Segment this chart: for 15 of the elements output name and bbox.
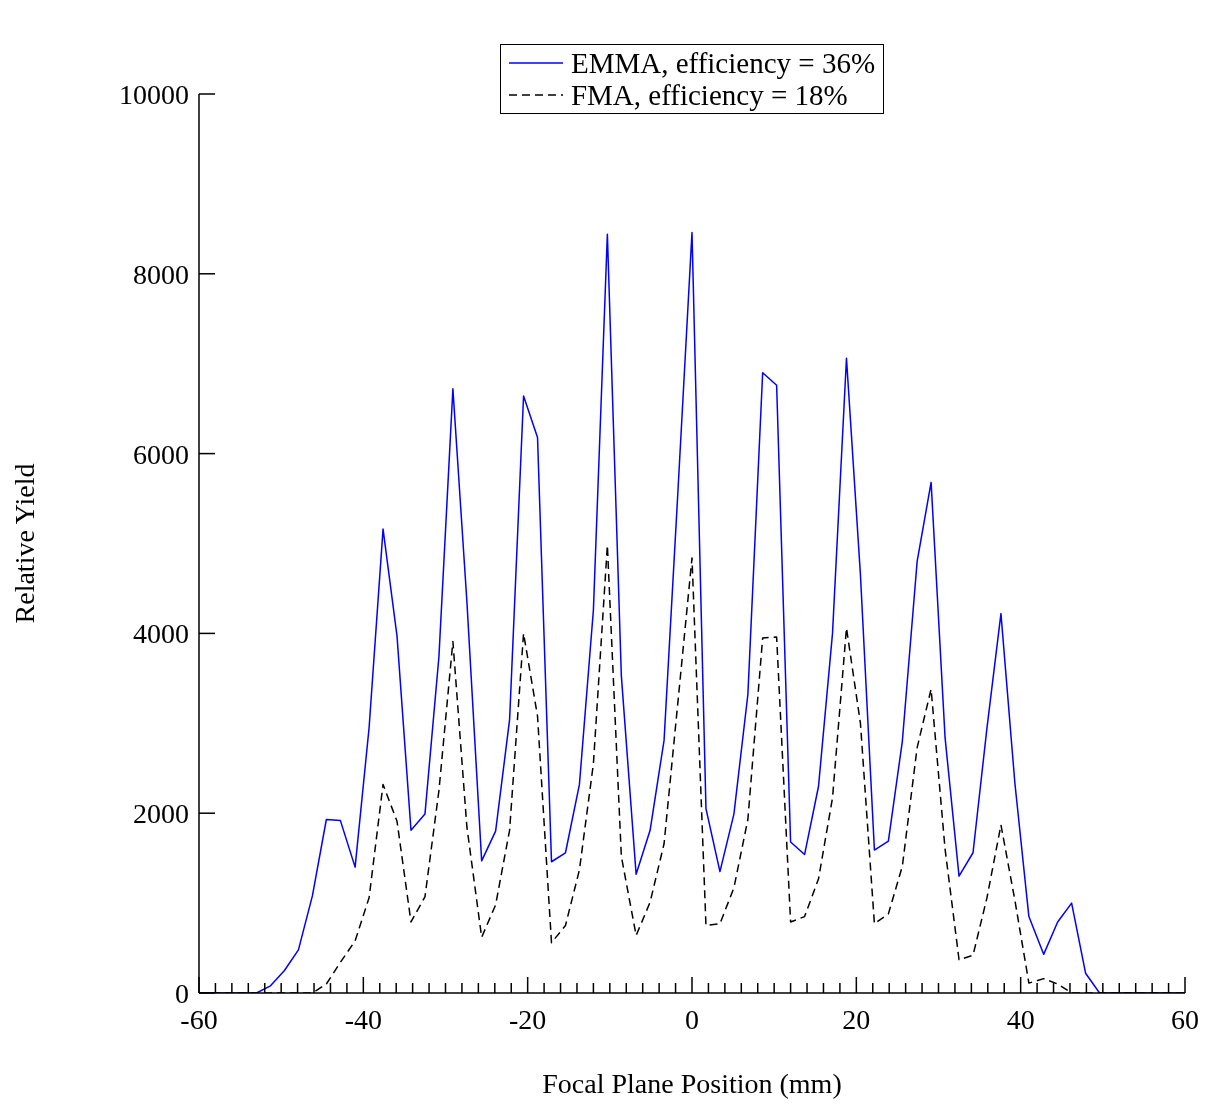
legend-label: EMMA, efficiency = 36%: [570, 47, 876, 79]
x-axis-title: Focal Plane Position (mm): [542, 1068, 842, 1099]
y-tick-label: 6000: [133, 438, 189, 470]
y-tick-label: 2000: [133, 798, 189, 830]
x-tick-label: 0: [685, 1004, 699, 1035]
y-axis-title: Relative Yield: [8, 463, 40, 624]
y-tick-label: 10000: [119, 79, 189, 110]
x-tick-label: 20: [842, 1004, 871, 1035]
x-tick-label: 60: [1171, 1004, 1199, 1035]
y-tick-label: 8000: [133, 258, 189, 290]
legend-label: FMA, efficiency = 18%: [570, 79, 848, 111]
y-tick-label: 4000: [133, 618, 189, 650]
x-tick-label: -20: [509, 1004, 547, 1035]
x-tick-label: 40: [1006, 1004, 1035, 1035]
x-tick-label: -40: [344, 1004, 382, 1035]
